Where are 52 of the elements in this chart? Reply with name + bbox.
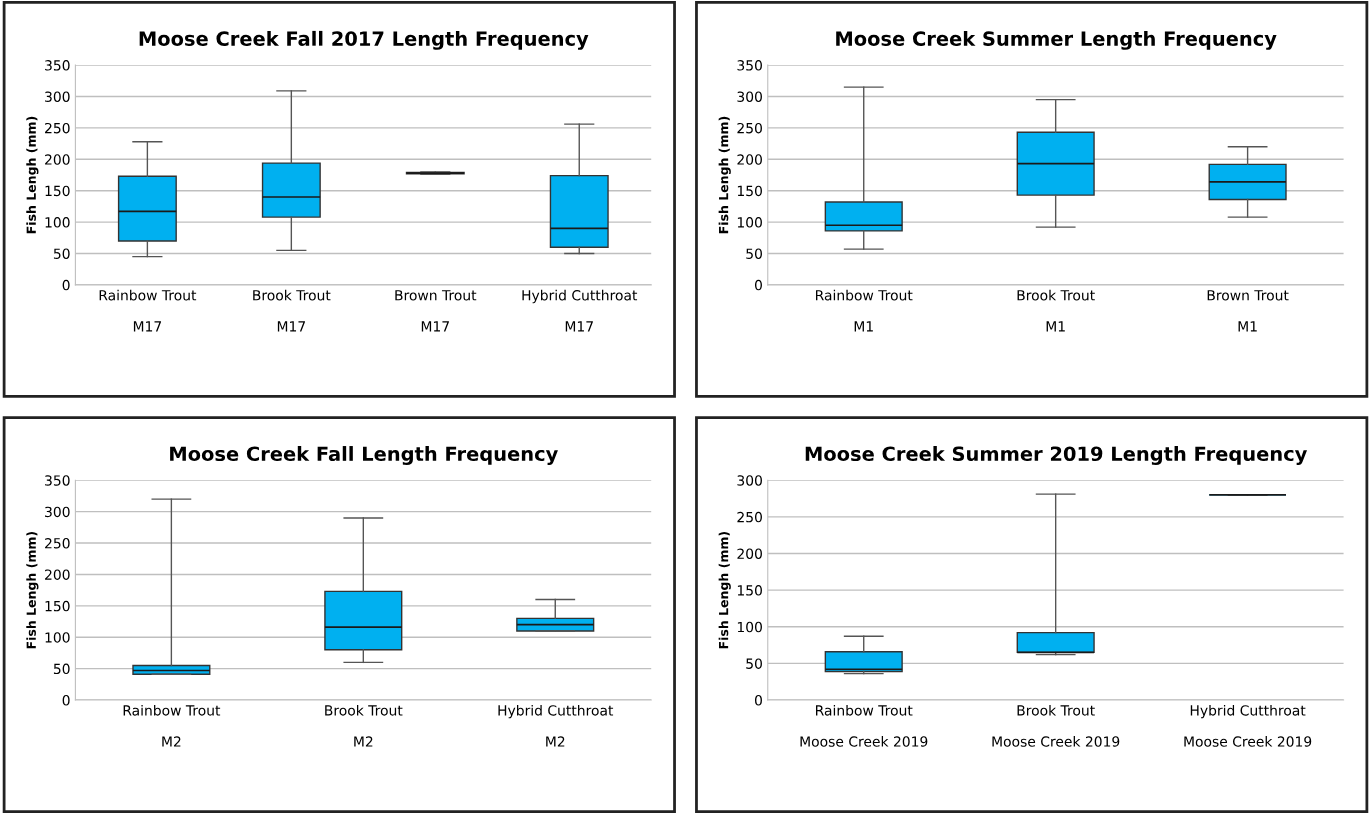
category-label: Rainbow Trout M17 (99, 289, 197, 332)
category-label: Rainbow Trout M1 (816, 289, 913, 332)
y-axis-title: Fish Lengh (mm) (26, 531, 39, 649)
y-axis-title: Fish Lengh (mm) (718, 116, 731, 234)
chart-title: Moose Creek Summer Length Frequency (836, 30, 1277, 50)
category-label: Brook Trout M17 (253, 289, 331, 332)
y-tick-label: 350 (737, 60, 762, 71)
y-tick-label: 150 (45, 600, 70, 612)
y-tick-label: 50 (746, 248, 762, 259)
y-tick-label: 100 (45, 632, 70, 643)
category-label: Brook Trout Moose Creek 2019 (992, 704, 1120, 747)
y-tick-label: 100 (45, 217, 70, 228)
y-tick-label: 100 (737, 621, 762, 633)
category-label: Hybrid Cutthroat Moose Creek 2019 (1184, 704, 1312, 747)
y-tick-label: 350 (45, 60, 70, 71)
category-label: Brown Trout M1 (1207, 290, 1289, 332)
y-tick-label: 200 (737, 154, 762, 165)
y-tick-label: 300 (45, 91, 70, 102)
category-label: Brook Trout M2 (325, 704, 403, 747)
y-tick-label: 0 (754, 279, 762, 291)
y-tick-label: 0 (62, 279, 70, 291)
category-label: Rainbow Trout Moose Creek 2019 (800, 704, 928, 747)
category-label: Hybrid Cutthroat M17 (522, 289, 638, 332)
y-tick-label: 50 (53, 663, 70, 675)
category-label: Rainbow Trout M2 (123, 704, 221, 747)
category-label: Hybrid Cutthroat M2 (498, 704, 614, 747)
y-tick-label: 250 (45, 538, 70, 549)
y-tick-label: 300 (737, 475, 762, 486)
y-tick-label: 0 (754, 695, 762, 706)
chart-title: Moose Creek Fall Length Frequency (170, 446, 558, 466)
y-tick-label: 250 (45, 122, 70, 134)
y-tick-label: 250 (737, 122, 762, 134)
y-tick-label: 200 (45, 154, 70, 165)
y-tick-label: 200 (737, 548, 762, 559)
y-tick-label: 250 (737, 511, 762, 523)
y-tick-label: 0 (62, 695, 70, 706)
y-tick-label: 100 (737, 217, 762, 228)
y-tick-label: 150 (737, 185, 762, 197)
y-tick-label: 300 (737, 91, 762, 102)
y-tick-label: 150 (737, 585, 762, 596)
chart-title: Moose Creek Summer 2019 Length Frequency (805, 446, 1308, 466)
y-tick-label: 350 (45, 475, 70, 486)
chart-title: Moose Creek Fall 2017 Length Frequency (139, 30, 589, 50)
y-axis-title: Fish Lengh (mm) (718, 531, 731, 649)
y-tick-label: 300 (45, 506, 70, 518)
category-label: Brown Trout M17 (395, 290, 477, 332)
y-tick-label: 200 (45, 569, 70, 580)
y-axis-title: Fish Lengh (mm) (26, 116, 39, 234)
y-tick-label: 150 (45, 185, 70, 197)
y-tick-label: 50 (746, 658, 762, 669)
category-label: Brook Trout M1 (1017, 289, 1095, 332)
y-tick-label: 50 (53, 248, 70, 259)
